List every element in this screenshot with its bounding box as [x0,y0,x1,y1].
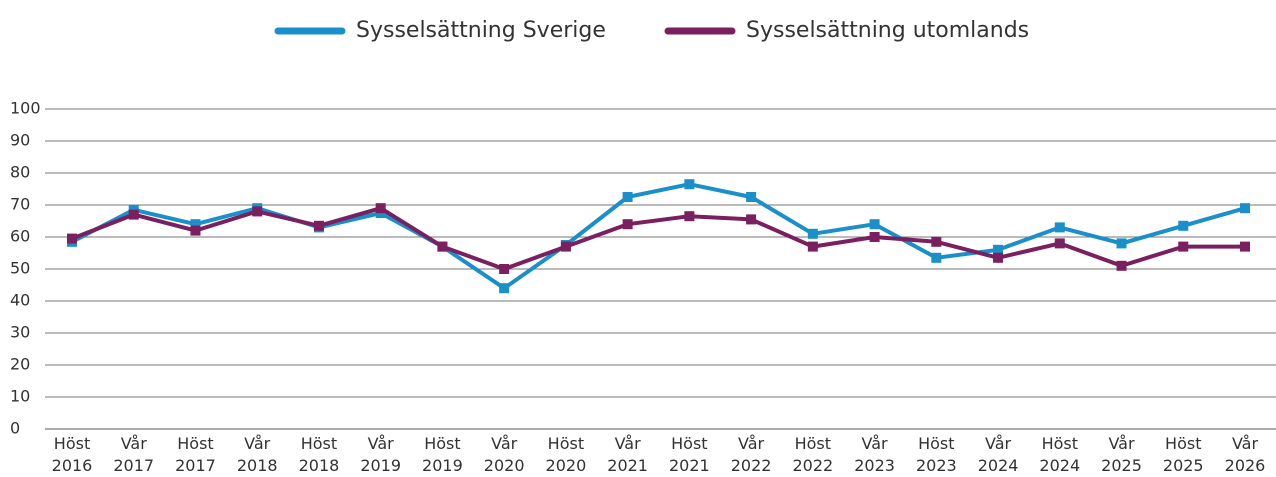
point-marker [252,206,263,217]
point-marker [1178,241,1189,252]
point-marker [807,228,818,239]
series-line [71,182,1246,291]
point-marker [190,225,201,236]
point-marker [684,211,695,222]
x-tick-label: Höst 2020 [546,434,587,475]
y-tick-label: 20 [10,355,30,374]
point-marker [437,241,448,252]
point-marker [931,252,942,263]
x-tick-label: Höst 2021 [669,434,710,475]
x-tick-label: Höst 2017 [175,434,216,475]
point-marker [560,241,571,252]
x-tick-label: Vår 2024 [978,434,1019,475]
point-marker [190,219,201,230]
point-marker [67,233,77,244]
series-line [71,206,1245,271]
point-marker [993,252,1004,263]
x-tick-label: Vår 2017 [113,434,154,475]
y-tick-label: 70 [10,195,30,214]
point-marker [746,214,757,225]
x-tick-label: Höst 2024 [1039,434,1080,475]
x-tick-label: Vår 2021 [607,434,648,475]
point-marker [931,236,942,247]
point-marker [1116,260,1127,271]
y-tick-label: 90 [10,131,30,150]
x-tick-label: Höst 2019 [422,434,463,475]
y-tick-label: 100 [10,99,41,118]
x-tick-label: Höst 2016 [52,434,93,475]
point-marker [807,241,818,252]
point-marker [1054,222,1065,233]
x-tick-label: Höst 2022 [792,434,833,475]
point-marker [869,219,880,230]
point-marker [1178,220,1189,231]
point-marker [684,179,695,190]
y-tick-label: 0 [10,419,20,438]
point-marker [1240,241,1250,252]
x-tick-label: Vår 2020 [484,434,525,475]
point-marker [1116,238,1127,249]
point-marker [128,209,139,220]
x-tick-label: Vår 2026 [1225,434,1266,475]
point-marker [869,232,880,242]
point-marker [375,203,386,214]
x-tick-label: Höst 2023 [916,434,957,475]
point-marker [499,264,510,274]
x-tick-label: Höst 2018 [299,434,340,475]
x-tick-label: Vår 2022 [731,434,772,475]
x-tick-label: Vår 2025 [1101,434,1142,475]
x-tick-label: Vår 2018 [237,434,278,475]
point-marker [499,283,510,294]
point-marker [622,219,633,230]
y-tick-label: 80 [10,163,30,182]
y-tick-label: 60 [10,227,30,246]
x-tick-label: Vår 2023 [854,434,895,475]
y-tick-label: 10 [10,387,30,406]
x-tick-label: Höst 2025 [1163,434,1204,475]
point-marker [746,192,757,202]
y-tick-label: 50 [10,259,30,278]
y-tick-label: 40 [10,291,30,310]
legend-label: Sysselsättning Sverige [356,18,606,43]
point-marker [313,220,324,231]
point-marker [993,244,1004,255]
x-tick-label: Vår 2019 [360,434,401,475]
point-marker [1240,203,1250,214]
y-tick-label: 30 [10,323,30,342]
point-marker [1054,238,1065,249]
legend-label: Sysselsättning utomlands [746,18,1029,43]
point-marker [622,192,633,202]
